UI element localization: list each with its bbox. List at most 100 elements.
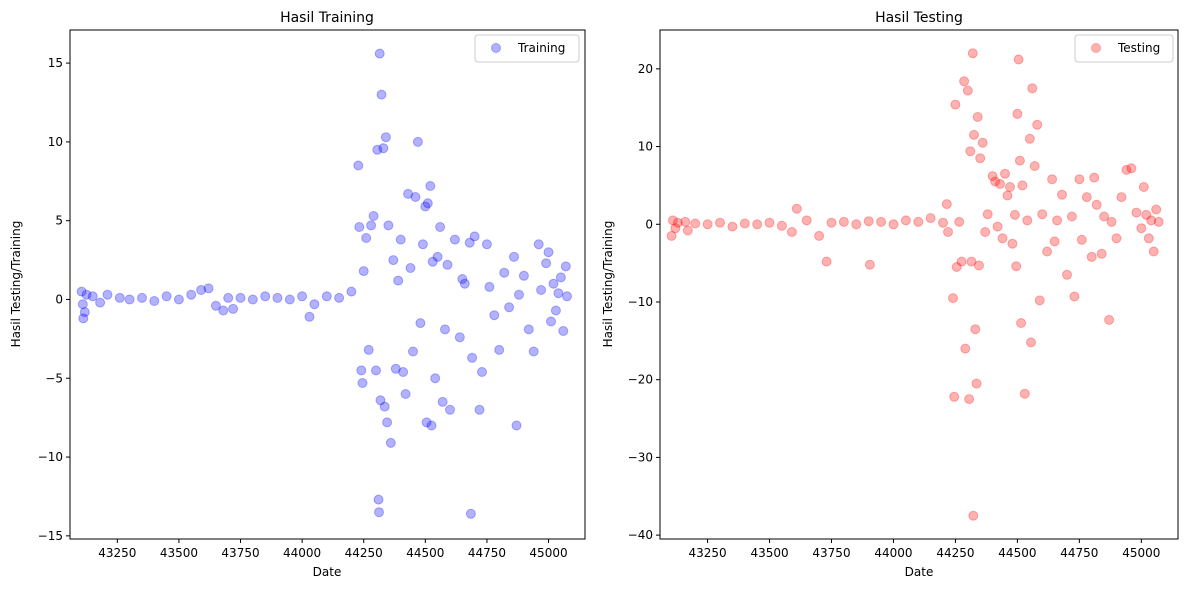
data-point — [346, 286, 357, 297]
data-point — [680, 216, 691, 227]
data-point — [247, 294, 258, 305]
data-point — [739, 218, 750, 229]
data-point — [821, 256, 832, 267]
data-point — [550, 305, 561, 316]
data-point — [752, 219, 763, 230]
data-point — [353, 160, 364, 171]
data-point — [667, 215, 678, 226]
data-point — [962, 85, 973, 96]
y-tick-label: −30 — [628, 450, 653, 464]
data-point — [76, 286, 87, 297]
data-point — [972, 112, 983, 122]
data-point — [297, 291, 308, 302]
data-point — [410, 192, 421, 202]
y-axis-ticks: −15 −10 −5 0 5 10 15 — [38, 56, 70, 543]
data-point — [523, 324, 534, 335]
x-tick-label: 45000 — [1122, 546, 1160, 560]
data-point — [925, 213, 936, 224]
data-point — [149, 296, 160, 306]
data-point — [1086, 251, 1097, 262]
data-point — [1032, 119, 1043, 130]
data-point — [405, 263, 416, 273]
data-point — [801, 215, 812, 226]
data-point — [913, 216, 924, 227]
data-point — [321, 291, 332, 302]
legend: Testing — [1074, 34, 1174, 63]
data-point — [430, 373, 441, 384]
data-point — [851, 219, 862, 230]
data-point — [956, 256, 967, 267]
data-point — [383, 220, 394, 231]
data-point — [511, 420, 522, 431]
data-point — [966, 256, 977, 267]
legend: Training — [474, 34, 580, 63]
data-point — [357, 378, 368, 388]
y-tick-label: −15 — [38, 529, 63, 543]
data-point — [670, 223, 681, 234]
data-point — [1091, 199, 1102, 210]
data-point — [1022, 215, 1033, 226]
data-point — [1062, 269, 1072, 280]
data-point — [533, 239, 544, 250]
data-point — [543, 247, 554, 258]
data-point — [980, 227, 991, 237]
data-point — [427, 256, 438, 267]
data-point — [838, 216, 849, 227]
data-point — [987, 171, 998, 182]
data-point — [218, 305, 229, 316]
data-point — [1000, 168, 1010, 179]
data-point — [1151, 204, 1162, 215]
data-point — [941, 199, 952, 210]
data-point — [432, 251, 443, 262]
data-point — [954, 216, 965, 227]
data-point — [968, 510, 979, 521]
scatter-points — [76, 48, 572, 519]
data-point — [173, 294, 184, 305]
data-point — [514, 289, 524, 300]
data-point — [826, 217, 837, 228]
data-point — [481, 239, 492, 250]
data-point — [464, 237, 475, 248]
data-point — [469, 231, 480, 242]
data-point — [888, 219, 899, 230]
y-tick-label: 10 — [638, 140, 653, 154]
data-point — [1042, 246, 1053, 257]
data-point — [672, 217, 683, 228]
data-point — [388, 255, 399, 266]
data-point — [1047, 174, 1058, 185]
data-point — [484, 281, 495, 292]
data-point — [969, 129, 979, 140]
x-tick-label: 43250 — [688, 546, 726, 560]
data-point — [272, 292, 283, 303]
data-point — [440, 324, 450, 335]
data-point — [454, 332, 465, 343]
data-point — [457, 274, 468, 284]
data-point — [403, 188, 414, 199]
chart-title: Hasil Training — [280, 10, 374, 26]
data-point — [361, 233, 372, 243]
x-axis-label: Date — [313, 565, 342, 579]
y-axis-label: Hasil Testing/Training — [9, 221, 23, 348]
data-point — [474, 404, 485, 415]
legend-box — [1074, 34, 1174, 63]
data-point — [1116, 192, 1127, 203]
chart-title: Hasil Testing — [875, 10, 963, 26]
data-point — [950, 99, 961, 110]
data-point — [1037, 209, 1048, 220]
x-tick-label: 43250 — [98, 546, 136, 560]
data-point — [553, 288, 564, 299]
data-point — [977, 137, 988, 148]
data-point — [1066, 211, 1077, 222]
data-point — [376, 89, 387, 100]
data-point — [78, 313, 89, 324]
data-point — [558, 326, 569, 336]
data-point — [425, 181, 436, 191]
data-point — [964, 394, 975, 405]
data-point — [477, 367, 487, 377]
data-point — [102, 289, 113, 300]
data-point — [960, 343, 971, 354]
chart-testing: Hasil Testing 43250 43500 43750 44000 44250 4… — [601, 10, 1179, 579]
x-tick-label: 44500 — [998, 546, 1036, 560]
data-point — [1057, 189, 1067, 200]
y-tick-label: −10 — [628, 295, 653, 309]
